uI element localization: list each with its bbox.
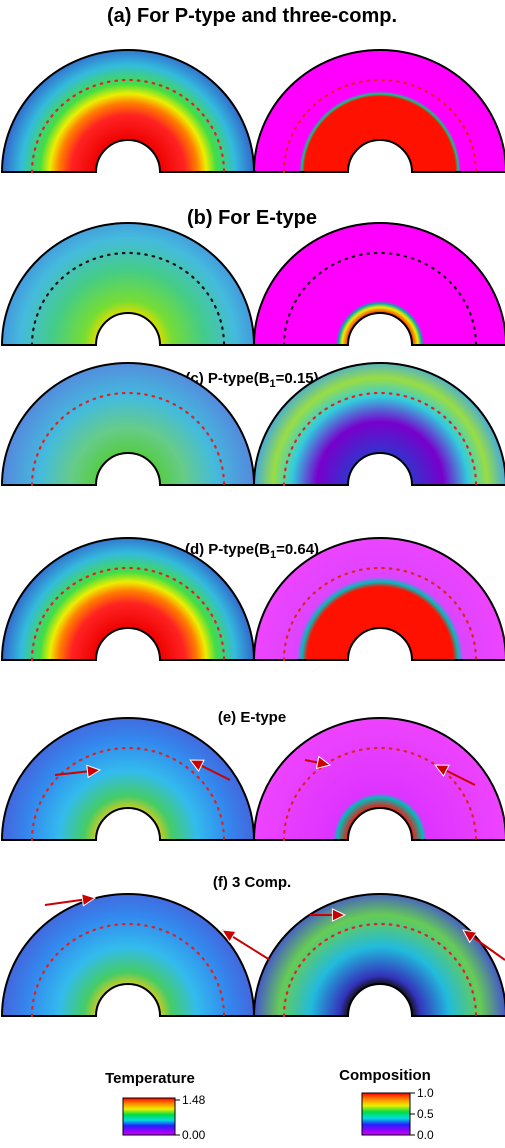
title-part: =0.64) — [276, 541, 319, 558]
colorbar-tick-label: 1.0 — [417, 1086, 434, 1100]
panel-title: (c) P-type(B1=0.15) — [185, 370, 318, 390]
panel-title: (b) For E-type — [187, 207, 317, 229]
colorbar-label: Temperature — [105, 1070, 195, 1087]
half-annulus — [2, 894, 254, 1016]
half-annulus — [254, 894, 505, 1016]
figure: (a) For P-type and three-comp. (b) For E-… — [0, 0, 505, 1143]
half-annulus — [254, 223, 505, 345]
panel-title: (a) For P-type and three-comp. — [107, 5, 397, 27]
panel-title: (d) P-type(B1=0.64) — [185, 541, 319, 561]
panel-title: (e) E-type — [218, 709, 286, 726]
colorbar — [362, 1093, 410, 1135]
colorbar-tick-label: 0.0 — [417, 1128, 434, 1142]
half-annulus — [2, 50, 254, 172]
half-annulus — [254, 50, 505, 172]
panel-title: (f) 3 Comp. — [213, 874, 291, 891]
half-annulus — [2, 223, 254, 345]
colorbar-tick-label: 0.5 — [417, 1107, 434, 1121]
colorbar-tick-label: 0.00 — [182, 1128, 206, 1142]
colorbar-label: Composition — [339, 1067, 431, 1084]
half-annulus — [2, 718, 254, 840]
colorbar — [123, 1098, 175, 1135]
colorbar-tick-label: 1.48 — [182, 1093, 206, 1107]
title-part: (d) P-type(B — [185, 541, 270, 558]
half-annulus — [254, 718, 505, 840]
